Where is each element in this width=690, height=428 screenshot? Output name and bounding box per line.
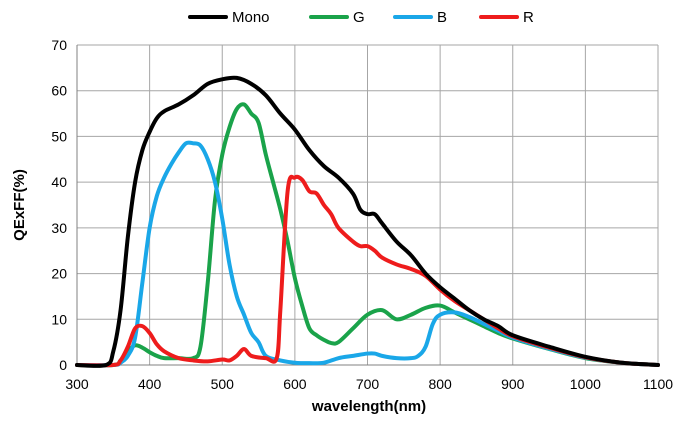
y-tick-label: 60 <box>51 83 67 99</box>
x-tick-label: 800 <box>428 376 452 392</box>
y-tick-label: 20 <box>51 266 67 282</box>
series-line-b <box>75 140 660 368</box>
x-tick-label: 500 <box>211 376 235 392</box>
series-line-mono <box>75 75 660 369</box>
y-tick-label: 70 <box>51 37 67 53</box>
y-axis-tick-labels: 0 10 20 30 40 50 60 70 <box>51 37 67 373</box>
x-tick-label: 400 <box>138 376 162 392</box>
x-tick-label: 600 <box>283 376 307 392</box>
y-tick-label: 0 <box>59 357 67 373</box>
legend-label-b: B <box>437 9 447 26</box>
y-axis-title: QExFF(%) <box>11 169 28 241</box>
x-axis-tick-labels: 300 400 500 600 700 800 900 1000 1100 <box>65 376 673 392</box>
chart-axes <box>76 45 658 366</box>
x-tick-label: 1000 <box>570 376 601 392</box>
chart-legend: Mono G B R <box>188 9 534 26</box>
x-tick-label: 700 <box>356 376 380 392</box>
legend-label-r: R <box>523 9 534 26</box>
y-tick-label: 50 <box>51 128 67 144</box>
legend-label-mono: Mono <box>232 9 270 26</box>
x-tick-label: 900 <box>501 376 525 392</box>
x-tick-label: 1100 <box>643 376 673 392</box>
y-tick-label: 30 <box>51 220 67 236</box>
y-tick-label: 10 <box>51 311 67 327</box>
y-tick-label: 40 <box>51 174 67 190</box>
x-axis-title: wavelength(nm) <box>311 398 426 415</box>
x-tick-label: 300 <box>65 376 89 392</box>
chart-series-lines <box>75 75 660 369</box>
legend-label-g: G <box>353 9 365 26</box>
